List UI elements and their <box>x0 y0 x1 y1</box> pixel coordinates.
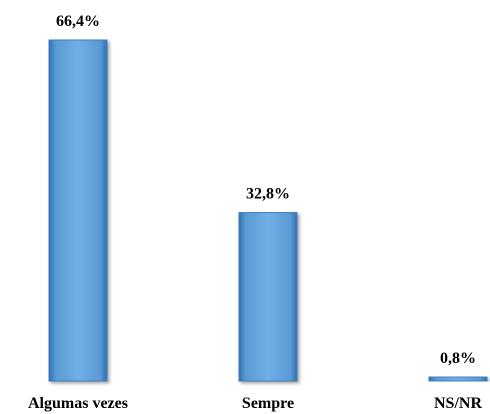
category-label-2: NS/NR <box>434 395 482 412</box>
bar-1 <box>238 212 298 382</box>
category-label-0: Algumas vezes <box>28 395 128 412</box>
category-labels-group: Algumas vezes Sempre NS/NR <box>28 395 482 412</box>
bars-group <box>48 39 488 382</box>
category-label-1: Sempre <box>242 395 294 412</box>
value-label-2: 0,8% <box>440 350 476 367</box>
value-label-1: 32,8% <box>246 186 290 203</box>
value-labels-group: 66,4% 32,8% 0,8% <box>56 13 476 367</box>
value-label-0: 66,4% <box>56 13 100 30</box>
bar-2 <box>428 376 488 382</box>
bar-0 <box>48 39 108 382</box>
